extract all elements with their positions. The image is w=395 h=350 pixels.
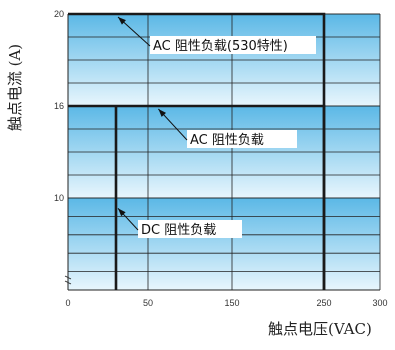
band-fill-2	[68, 198, 380, 290]
x-tick-label: 300	[372, 298, 387, 308]
x-tick-label: 150	[224, 298, 239, 308]
annotation-arrowhead-1	[158, 109, 167, 117]
annotation-label-1: AC 阻性负载	[190, 133, 264, 148]
annotation-arrowhead-2	[118, 208, 126, 217]
y-tick-label: 10	[54, 193, 64, 203]
x-axis-label: 触点电压(VAC)	[268, 320, 372, 338]
annotation-label-2: DC 阻性负载	[141, 223, 216, 238]
annotation-bg-2	[138, 220, 242, 238]
x-tick-label: 50	[143, 298, 153, 308]
annotation-label-0: AC 阻性负载(530特性)	[153, 39, 288, 54]
x-tick-label: 250	[316, 298, 331, 308]
x-tick-label: 0	[65, 298, 70, 308]
y-axis-label: 触点电流 (A)	[6, 43, 25, 131]
annotation-bg-0	[150, 36, 316, 54]
series-line-1	[68, 104, 326, 290]
y-tick-label: 16	[54, 101, 64, 111]
annotation-bg-1	[187, 130, 297, 148]
annotation-arrowhead-0	[118, 17, 126, 25]
y-tick-label: 20	[54, 9, 64, 19]
y-axis-break-mark	[64, 275, 72, 285]
